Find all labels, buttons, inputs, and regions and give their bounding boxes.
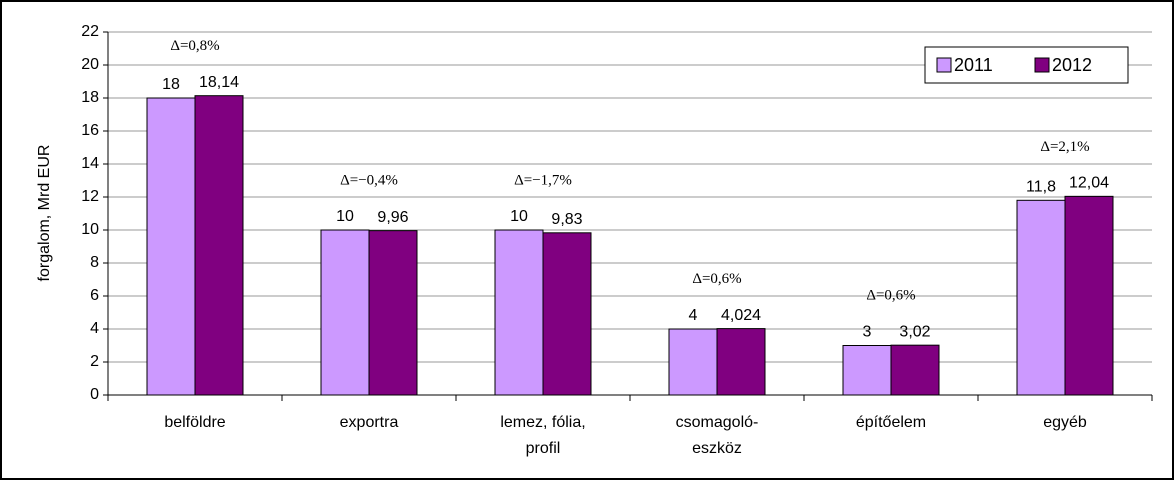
annotation: Δ=−0,4% [340, 172, 398, 188]
value-label: 10 [336, 208, 354, 225]
y-tick-label: 16 [81, 122, 99, 139]
bar [194, 95, 244, 396]
y-tick-label: 2 [90, 353, 99, 370]
bar [842, 345, 892, 396]
bar [494, 229, 544, 396]
bar [1016, 199, 1066, 396]
value-label: 9,83 [551, 211, 582, 228]
value-label: 4 [689, 307, 698, 324]
value-label: 11,8 [1026, 179, 1056, 196]
x-tick-label: lemez, fólia, profil [500, 414, 585, 457]
y-tick-label: 10 [81, 221, 99, 238]
y-axis-label: forgalom, Mrd EUR [36, 145, 53, 282]
value-label: 12,04 [1069, 175, 1109, 192]
bar [668, 328, 718, 396]
bar [146, 97, 196, 396]
x-tick-label: belföldre [164, 414, 225, 431]
y-tick-label: 12 [81, 188, 99, 205]
bar [320, 229, 370, 396]
legend-label: 2011 [954, 55, 993, 75]
x-tick-label: egyéb [1043, 414, 1087, 431]
y-tick-label: 18 [81, 89, 99, 106]
x-tick-label: exportra [340, 414, 399, 431]
x-tick-label: építőelem [856, 414, 926, 431]
legend-label: 2012 [1052, 55, 1092, 75]
y-tick-label: 0 [90, 386, 99, 403]
x-tick-label: csomagoló-eszköz [676, 414, 759, 457]
value-label: 18 [162, 76, 180, 93]
annotation: Δ=2,1% [1040, 139, 1089, 155]
annotation: Δ=−1,7% [514, 172, 572, 188]
y-tick-label: 14 [81, 155, 99, 172]
value-label: 3,02 [899, 323, 930, 340]
bar [1064, 195, 1114, 396]
bar [716, 328, 766, 396]
y-tick-label: 8 [90, 254, 99, 271]
y-tick-label: 22 [81, 23, 99, 40]
bar [890, 344, 940, 396]
annotation: Δ=0,6% [692, 271, 741, 287]
value-label: 3 [863, 324, 872, 341]
annotation: Δ=0,6% [866, 288, 915, 304]
y-tick-label: 4 [90, 320, 99, 337]
legend-swatch [936, 57, 952, 73]
value-label: 4,024 [721, 307, 761, 324]
value-label: 9,96 [377, 209, 408, 226]
annotation: Δ=0,8% [170, 38, 219, 54]
y-tick-label: 6 [90, 287, 99, 304]
y-tick-label: 20 [81, 56, 99, 73]
bar [368, 230, 418, 396]
value-label: 18,14 [199, 74, 239, 91]
legend-swatch [1034, 57, 1050, 73]
legend-box [924, 46, 1129, 84]
value-label: 10 [510, 208, 528, 225]
bar [542, 232, 592, 396]
